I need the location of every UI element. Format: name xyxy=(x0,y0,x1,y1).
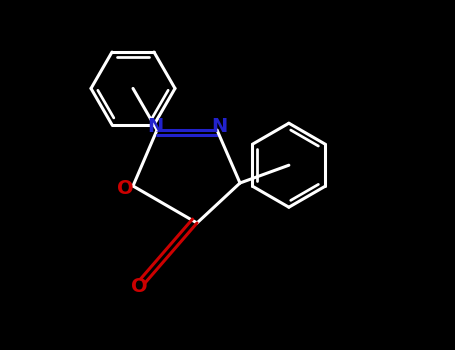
Text: O: O xyxy=(116,178,133,197)
Text: N: N xyxy=(211,117,227,135)
Text: N: N xyxy=(147,117,163,135)
Text: O: O xyxy=(131,278,147,296)
